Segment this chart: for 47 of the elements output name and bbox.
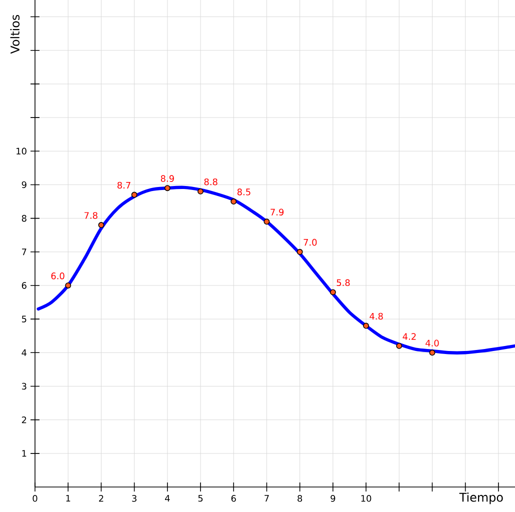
point (98, 222, 104, 228)
data-label: 4.8 (370, 312, 383, 320)
x-tick-label: 2 (99, 495, 104, 502)
point (363, 322, 370, 329)
x-tick-label: 5 (198, 495, 203, 502)
point (131, 192, 138, 198)
data-label: 8.7 (117, 182, 130, 189)
y-tick-label: 8 (22, 214, 26, 222)
y-axis-title: Voltios (10, 14, 20, 54)
x-axis-title: Tiempo (459, 492, 503, 504)
point (330, 289, 336, 296)
point (65, 282, 72, 288)
point (198, 188, 204, 194)
y-tick-label: 6 (22, 282, 26, 289)
x-tick-label: 10 (361, 495, 372, 502)
data-label: 8.9 (160, 175, 174, 182)
x-tick-label: 6 (231, 495, 236, 502)
y-tick-label: 7 (22, 248, 26, 256)
data-label: 8.8 (204, 178, 218, 186)
point (296, 248, 303, 255)
point (396, 342, 402, 349)
data-label: 7.8 (84, 212, 98, 219)
x-tick-label: 4 (165, 495, 170, 502)
y-tick-label: 5 (22, 316, 26, 322)
data-label: 6.0 (51, 272, 64, 280)
x-tick-label: 7 (264, 495, 269, 502)
point (164, 185, 170, 192)
data-label: 4.0 (426, 340, 439, 346)
y-tick-label: 3 (22, 382, 26, 390)
y-tick-label: 9 (22, 181, 26, 188)
x-tick-label: 3 (132, 495, 136, 502)
y-tick-label: 10 (16, 148, 26, 155)
x-tick-label: 0 (32, 495, 38, 502)
data-label: 7.0 (304, 238, 317, 246)
data-label: 4.2 (402, 333, 416, 340)
y-tick-label: 1 (22, 450, 26, 457)
point (230, 198, 237, 205)
x-tick-label: 8 (298, 495, 302, 502)
data-label: 7.9 (270, 208, 284, 216)
x-tick-label: 9 (330, 495, 336, 502)
data-label: 8.5 (237, 188, 250, 196)
point (429, 350, 436, 356)
data-label: 5.8 (336, 279, 350, 286)
x-tick-label: 1 (66, 495, 70, 502)
y-tick-label: 4 (22, 349, 26, 356)
y-tick-label: 2 (22, 416, 26, 424)
point (264, 218, 270, 225)
